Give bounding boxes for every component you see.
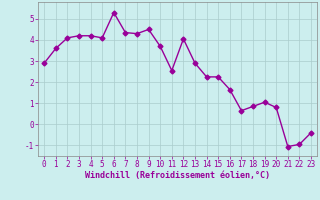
X-axis label: Windchill (Refroidissement éolien,°C): Windchill (Refroidissement éolien,°C) [85, 171, 270, 180]
